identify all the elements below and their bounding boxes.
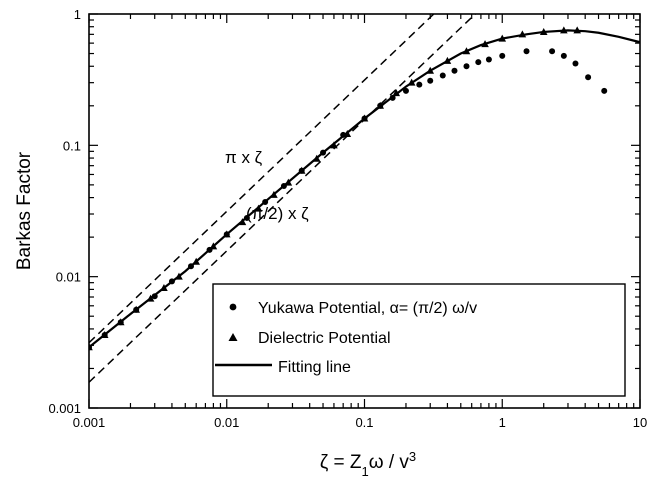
yukawa-point (485, 56, 492, 63)
yukawa-point (427, 77, 434, 84)
legend-label-dielectric: Dielectric Potential (258, 330, 391, 347)
legend-marker-yukawa (229, 303, 237, 311)
axis-ticks (88, 13, 641, 409)
x-tick-label: 10 (633, 415, 647, 430)
yukawa-point (549, 48, 556, 55)
x-axis-title: ζ = Z1ω / v3 (320, 449, 416, 478)
yukawa-point (402, 87, 409, 94)
yukawa-point (601, 87, 608, 94)
y-tick-label: 0.01 (56, 270, 81, 285)
legend-label-fitting: Fitting line (278, 359, 351, 376)
yukawa-point (463, 63, 470, 70)
yukawa-point (572, 60, 579, 67)
annotation-half-pi-zeta: (π/2) x ζ (246, 204, 309, 223)
y-tick-label: 1 (74, 7, 81, 22)
legend-label-yukawa: Yukawa Potential, α= (π/2) ω/v (258, 300, 477, 317)
yukawa-point (416, 81, 423, 88)
x-tick-label: 0.001 (73, 415, 106, 430)
yukawa-point (451, 67, 458, 74)
yukawa-point (523, 48, 530, 55)
x-tick-label: 0.01 (214, 415, 239, 430)
legend-frame (212, 283, 626, 397)
reference-line-pi-zeta (89, 14, 435, 344)
yukawa-point (585, 74, 592, 81)
axis-tick-labels: 0.001 0.01 0.1 1 10 0.001 0.01 0.1 1 (48, 7, 647, 430)
series-line (89, 29, 640, 349)
legend-marker-dielectric (228, 333, 238, 341)
yukawa-point (475, 59, 482, 66)
yukawa-point (439, 72, 446, 79)
yukawa-point (499, 52, 506, 59)
y-axis-title: Barkas Factor (14, 151, 35, 270)
legend: Yukawa Potential, α= (π/2) ω/v Dielectri… (212, 283, 626, 397)
yukawa-point (560, 52, 567, 59)
x-tick-label: 0.1 (355, 415, 373, 430)
data-series (89, 26, 640, 351)
annotation-pi-zeta: π x ζ (225, 148, 263, 167)
y-tick-label: 0.001 (48, 401, 81, 416)
fitting-line (89, 29, 640, 349)
y-tick-label: 0.1 (63, 138, 81, 153)
x-tick-label: 1 (499, 415, 506, 430)
